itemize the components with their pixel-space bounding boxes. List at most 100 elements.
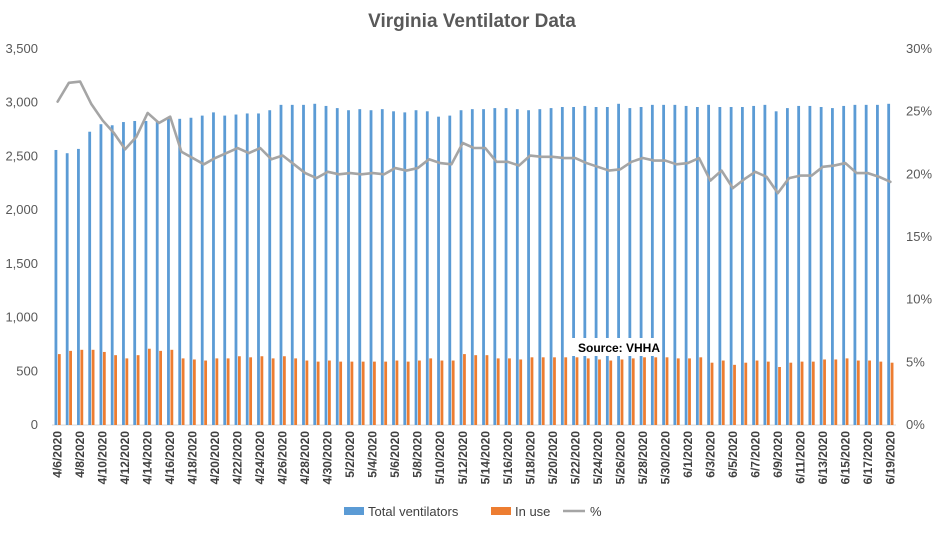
bar-in-use — [350, 361, 354, 425]
left-y-tick-label: 2,500 — [5, 148, 38, 163]
bar-in-use — [789, 362, 793, 425]
bar-total-ventilators — [831, 108, 834, 425]
bar-in-use — [755, 360, 759, 425]
legend-label: % — [590, 504, 602, 519]
x-tick-label: 4/6/2020 — [51, 431, 65, 478]
x-tick-label: 5/2/2020 — [343, 431, 357, 478]
x-tick-label: 5/16/2020 — [501, 431, 515, 485]
annotation-box — [571, 338, 657, 356]
bar-total-ventilators — [324, 105, 328, 425]
bar-in-use — [136, 355, 140, 425]
bar-in-use — [856, 360, 860, 425]
bar-in-use — [665, 357, 669, 425]
bar-in-use — [170, 349, 174, 425]
x-tick-label: 6/5/2020 — [726, 431, 740, 478]
bar-total-ventilators — [133, 120, 137, 425]
bar-total-ventilators — [729, 107, 733, 425]
bar-in-use — [733, 364, 736, 425]
x-tick-label: 6/19/2020 — [883, 431, 897, 485]
x-tick-label: 4/24/2020 — [253, 431, 267, 485]
bar-in-use — [282, 356, 286, 425]
bar-in-use — [643, 357, 646, 425]
bar-total-ventilators — [437, 116, 440, 426]
bar-total-ventilators — [583, 105, 587, 425]
bar-in-use — [778, 366, 781, 425]
x-tick-label: 5/4/2020 — [366, 431, 380, 478]
chart-title: Virginia Ventilator Data — [368, 11, 576, 32]
bar-total-ventilators — [785, 108, 789, 425]
x-tick-label: 6/9/2020 — [771, 431, 785, 478]
bar-in-use — [147, 348, 151, 425]
bar-in-use — [519, 359, 523, 425]
bar-in-use — [57, 354, 61, 425]
right-y-tick-label: 0% — [906, 417, 925, 432]
bar-in-use — [294, 358, 298, 425]
bar-total-ventilators — [605, 107, 609, 425]
bar-total-ventilators — [122, 122, 125, 426]
bar-total-ventilators — [200, 115, 204, 426]
bar-total-ventilators — [448, 115, 452, 426]
bar-total-ventilators — [470, 109, 474, 425]
line-series-group — [56, 80, 892, 195]
right-y-tick-label: 30% — [906, 41, 932, 56]
bar-total-ventilators — [178, 118, 182, 425]
bar-total-ventilators — [347, 110, 350, 425]
bar-total-ventilators — [628, 108, 632, 425]
right-y-tick-label: 15% — [906, 229, 932, 244]
left-y-tick-label: 1,000 — [5, 310, 38, 325]
left-y-axis: 0 500 1,000 1,500 2,000 2,500 3,000 3,500 — [5, 41, 38, 432]
bar-in-use — [699, 357, 703, 425]
bar-total-ventilators — [482, 109, 485, 425]
x-tick-label: 4/10/2020 — [96, 431, 110, 485]
bar-in-use — [192, 359, 196, 425]
bar-in-use — [654, 357, 658, 425]
right-y-tick-label: 20% — [906, 166, 932, 181]
right-y-tick-label: 25% — [906, 104, 932, 119]
x-tick-label: 4/30/2020 — [321, 431, 335, 485]
bar-in-use — [80, 349, 84, 425]
bar-in-use — [328, 360, 331, 425]
bar-total-ventilators — [853, 104, 857, 426]
bar-total-ventilators — [369, 110, 373, 425]
bar-in-use — [384, 361, 388, 425]
x-tick-label: 4/26/2020 — [276, 431, 290, 485]
bar-in-use — [823, 359, 826, 425]
bar-total-ventilators — [650, 104, 654, 426]
bar-total-ventilators — [77, 148, 80, 425]
bar-total-ventilators — [549, 108, 553, 425]
bar-in-use — [418, 360, 421, 425]
bar-in-use — [800, 361, 804, 425]
bar-in-use — [744, 362, 748, 425]
x-tick-label: 5/22/2020 — [568, 431, 582, 485]
bar-total-ventilators — [842, 105, 846, 425]
legend-label: Total ventilators — [368, 504, 459, 519]
bar-in-use — [339, 361, 343, 425]
x-tick-label: 4/28/2020 — [298, 431, 312, 485]
x-tick-label: 5/30/2020 — [658, 431, 672, 485]
bar-total-ventilators — [594, 107, 598, 425]
bar-in-use — [688, 358, 691, 425]
bar-in-use — [406, 361, 410, 425]
right-y-tick-label: 5% — [906, 354, 925, 369]
bar-total-ventilators — [358, 109, 362, 425]
bar-total-ventilators — [718, 107, 722, 425]
bar-total-ventilators — [223, 115, 227, 426]
left-y-tick-label: 3,000 — [5, 95, 38, 110]
bar-in-use — [271, 358, 275, 425]
left-y-tick-label: 2,000 — [5, 202, 38, 217]
x-tick-label: 6/1/2020 — [681, 431, 695, 478]
bar-total-ventilators — [99, 124, 103, 425]
bar-total-ventilators — [774, 111, 778, 425]
bar-in-use — [496, 358, 500, 425]
bar-total-ventilators — [797, 105, 801, 425]
x-tick-label: 4/8/2020 — [73, 431, 87, 478]
bar-total-ventilators — [54, 149, 58, 426]
legend-label: In use — [515, 504, 550, 519]
x-tick-label: 5/8/2020 — [411, 431, 425, 478]
bar-total-ventilators — [88, 131, 92, 425]
x-tick-label: 6/7/2020 — [748, 431, 762, 478]
left-y-tick-label: 3,500 — [5, 41, 38, 56]
bar-in-use — [440, 360, 444, 425]
bar-in-use — [181, 358, 185, 425]
bar-total-ventilators — [515, 109, 519, 425]
